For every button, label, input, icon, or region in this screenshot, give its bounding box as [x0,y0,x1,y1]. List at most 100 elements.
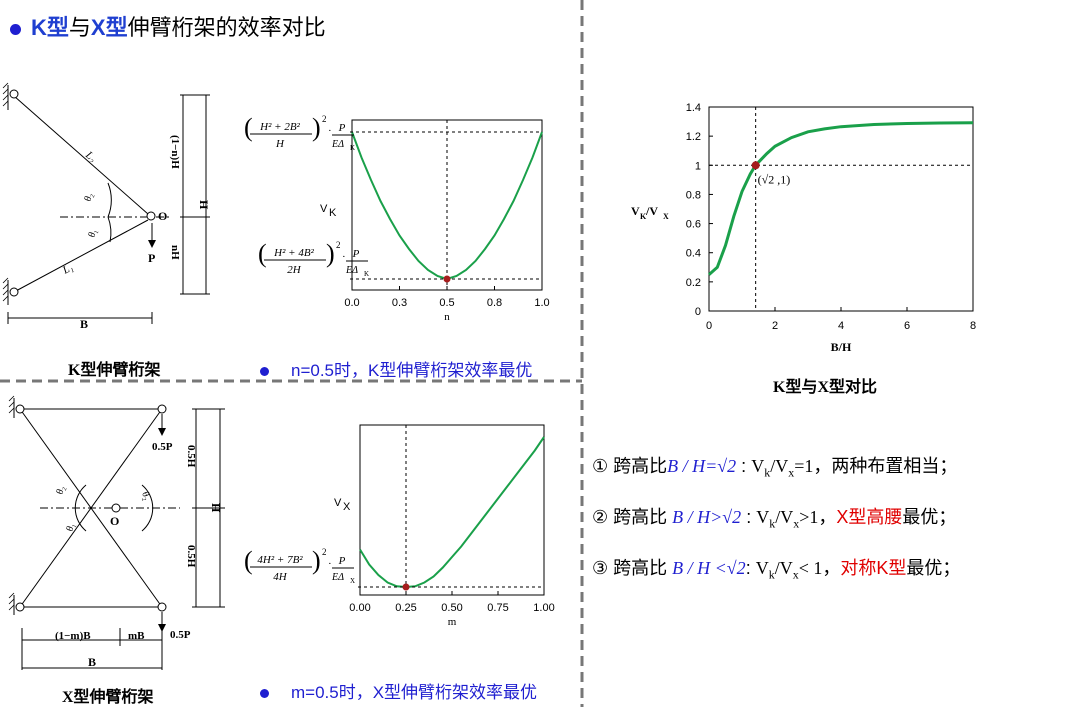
formula-p: P [338,555,346,567]
label-b-x: B [88,655,96,669]
y-tick-label: 1.4 [686,102,701,114]
comparison-relation: =1， [794,456,832,476]
label-seg1: (1−m)B [55,630,91,642]
comparison-ratio-sub1: k [768,567,775,582]
comparison-ratio: V [755,558,769,578]
x-tick-label: 0.25 [395,602,416,614]
formula-e-delta: EΔ [345,265,358,276]
label-bottom-seg: nH [169,245,181,260]
y-axis-label: V [631,204,640,218]
comparison-number: ② [592,507,614,527]
comparison-math: B / H>√2 [672,507,742,527]
x-tick-label: 2 [772,320,778,332]
label-o: O [158,209,167,223]
page-title: K型与X型伸臂桁架的效率对比 [10,10,326,42]
formula-dot: · [328,125,332,137]
comparison-number: ① [592,456,614,476]
comparison-ratio-sub1: k [764,465,771,480]
comparison-caption: K型与X型对比 [773,379,878,396]
comparison-highlight: 对称K型 [840,558,907,578]
y-axis-label-sub1: K [640,212,647,221]
x-tick-label: 0.5 [439,297,454,309]
series-line [359,436,545,589]
x-tick-label: 4 [838,320,844,332]
comparison-relation: < 1， [798,558,841,578]
y-tick-label: 0.8 [686,189,701,201]
comparison-ratio-sub2: x [793,516,800,531]
plot-frame [708,106,974,312]
hatch-support-top [2,82,9,107]
note-bullet-icon [260,689,269,699]
k-lower-formula: (H² + 4B² 2H) 2· P EΔ K [258,239,369,278]
label-top-load: 0.5P [152,441,173,453]
k-upper-formula: (H² + 2B² H) 2· P EΔ K [244,113,355,152]
y-axis-label-sub2: X [663,212,669,221]
marker-point [402,583,410,591]
x-tick-label: 0.0 [344,297,359,309]
formula-exponent: 2 [336,240,341,250]
formula-denominator: 4H [273,571,288,583]
label-theta1: θ₁ [86,227,99,239]
x-truss-caption: X型伸臂桁架 [62,689,154,706]
comparison-ratio-sub1: k [769,516,776,531]
comparison-sep: : [745,558,756,578]
label-p: P [148,251,155,265]
y-tick-label: 0 [695,306,701,318]
marker-point [443,275,451,283]
formula-paren-right: ) [312,113,321,142]
x-axis-label: B/H [831,340,852,354]
x-axis-label: m [448,616,457,628]
x-tick-label: 6 [904,320,910,332]
x-tick-label: 0.3 [392,297,407,309]
formula-paren-left: ( [258,239,267,268]
point-label: (√2 ,1) [758,172,791,186]
comparison-chart: 0 0.2 0.4 0.6 0.8 1 1.2 1.4 0 2 4 6 8 (√2 ,1) B/H V K/V X [631,102,976,354]
y-tick-label: 1 [695,160,701,172]
note-bullet-icon [260,367,269,377]
x-tick-label: 0.50 [441,602,462,614]
comparison-number: ③ [592,558,614,578]
comparison-sep: : [736,456,752,476]
x-tick-label: 1.0 [534,297,549,309]
y-axis-label-sub: X [343,501,351,513]
formula-exponent: 2 [322,547,327,557]
formula-paren-right: ) [312,546,321,575]
comparison-math: B / H=√2 [667,456,737,476]
label-l2: L₂ [82,148,98,164]
comparison-end: 最优； [902,507,957,527]
plot-frame [359,424,545,596]
comparison-end: 最优； [906,558,961,578]
comparison-ratio-sub2: x [792,567,799,582]
x-axis-label: n [444,311,450,320]
title-bullet-icon [10,23,21,35]
formula-numerator: H² + 4B² [273,247,314,259]
formula-numerator: H² + 2B² [259,121,300,133]
formula-sub: X [350,577,355,585]
x-formula: (4H² + 7B² 4H) 2· P EΔ X [244,546,355,585]
label-h-x: H [209,503,223,513]
comparison-sep: : [741,507,757,527]
y-axis-label: V [320,203,328,215]
k-note: n=0.5时，K型伸臂桁架效率最优 [260,356,532,381]
comparison-item: ① 跨高比B / H=√2 : Vk/Vx=1，两种布置相当； [592,452,960,480]
y-axis-label-sub: K [329,207,337,219]
y-tick-label: 0.6 [686,219,701,231]
formula-e-delta: EΔ [331,139,344,150]
label-l1: L₁ [60,261,75,277]
comparison-ratio-mid: /V [775,507,794,527]
comparison-item: ② 跨高比 B / H>√2 : Vk/Vx>1，X型高腰最优； [592,503,960,531]
x-truss-diagram: θ₂ θ₁ θ₂ O 0.5P 0.5P 0.5H 0.5H H (1−m)B … [8,395,225,670]
k-truss-caption: K型伸臂桁架 [68,362,161,379]
comparison-text: 跨高比 [613,558,673,578]
series-line [708,121,974,276]
formula-p: P [338,122,346,134]
comparison-item: ③ 跨高比 B / H <√2: Vk/Vx< 1，对称K型最优； [592,554,961,582]
label-half2: 0.5H [185,545,197,568]
comparison-highlight: X型高腰 [836,507,903,527]
label-top-seg: (1−n)H [169,135,181,169]
comparison-ratio-sub2: x [788,465,795,480]
formula-dot: · [328,558,332,570]
marker-point [751,161,760,170]
label-half1: 0.5H [185,445,197,468]
comparison-ratio: V [756,507,770,527]
